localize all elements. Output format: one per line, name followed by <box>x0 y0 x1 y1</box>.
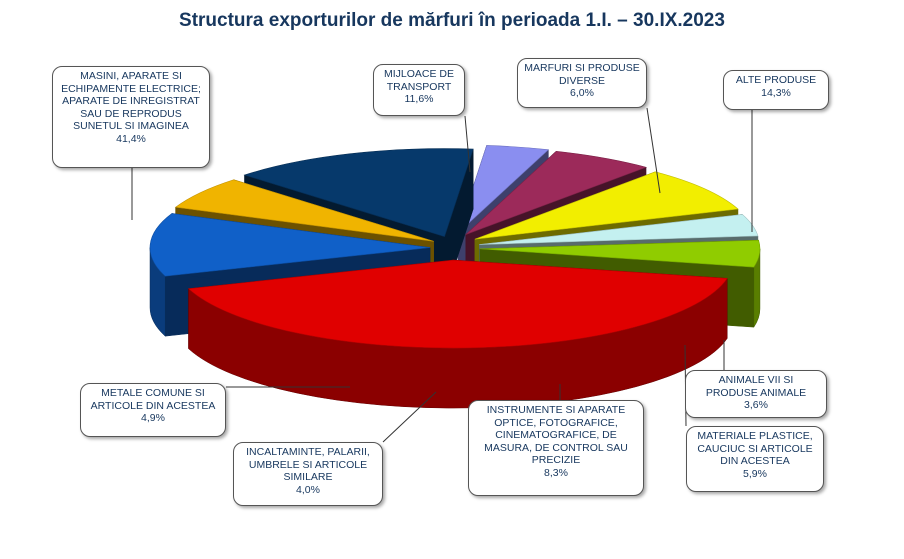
data-label-name: MASINI, APARATE SI ECHIPAMENTE ELECTRICE… <box>61 70 201 132</box>
data-label-name: ALTE PRODUSE <box>735 74 817 86</box>
data-label: INSTRUMENTE SI APARATE OPTICE, FOTOGRAFI… <box>468 400 644 496</box>
data-label: MATERIALE PLASTICE, CAUCIUC SI ARTICOLE … <box>686 426 824 492</box>
data-label-value: 6,0% <box>570 87 594 99</box>
data-label: MIJLOACE DE TRANSPORT 11,6% <box>373 64 465 116</box>
data-label: ALTE PRODUSE 14,3% <box>723 70 829 110</box>
data-label: ANIMALE VII SI PRODUSE ANIMALE 3,6% <box>685 370 827 418</box>
data-label-name: MARFURI SI PRODUSE DIVERSE <box>524 62 640 87</box>
chart-title: Structura exporturilor de mărfuri în per… <box>179 10 725 31</box>
data-label-name: INSTRUMENTE SI APARATE OPTICE, FOTOGRAFI… <box>484 404 628 466</box>
data-label: MARFURI SI PRODUSE DIVERSE 6,0% <box>517 58 647 108</box>
data-label-value: 3,6% <box>744 399 768 411</box>
data-label-name: ANIMALE VII SI PRODUSE ANIMALE <box>705 374 807 399</box>
leader-lines <box>131 107 753 443</box>
leader-line <box>646 107 661 194</box>
data-label: INCALTAMINTE, PALARII, UMBRELE SI ARTICO… <box>233 442 383 506</box>
data-label-value: 41,4% <box>116 132 146 145</box>
data-label: MASINI, APARATE SI ECHIPAMENTE ELECTRICE… <box>52 66 210 168</box>
data-label-value: 14,3% <box>761 86 791 99</box>
data-label-value: 5,9% <box>743 467 767 480</box>
data-label-value: 4,9% <box>141 412 165 424</box>
leader-line <box>382 391 437 443</box>
data-label-name: METALE COMUNE SI ARTICOLE DIN ACESTEA <box>90 387 216 412</box>
data-label-value: 4,0% <box>296 483 320 496</box>
leader-line <box>464 115 471 173</box>
data-label: METALE COMUNE SI ARTICOLE DIN ACESTEA 4,9… <box>80 383 226 437</box>
data-label-value: 8,3% <box>544 466 568 479</box>
data-label-value: 11,6% <box>404 93 434 105</box>
data-label-name: INCALTAMINTE, PALARII, UMBRELE SI ARTICO… <box>246 446 370 483</box>
data-label-name: MATERIALE PLASTICE, CAUCIUC SI ARTICOLE … <box>697 430 813 467</box>
data-label-name: MIJLOACE DE TRANSPORT <box>383 68 454 93</box>
pie-slice <box>187 259 728 409</box>
